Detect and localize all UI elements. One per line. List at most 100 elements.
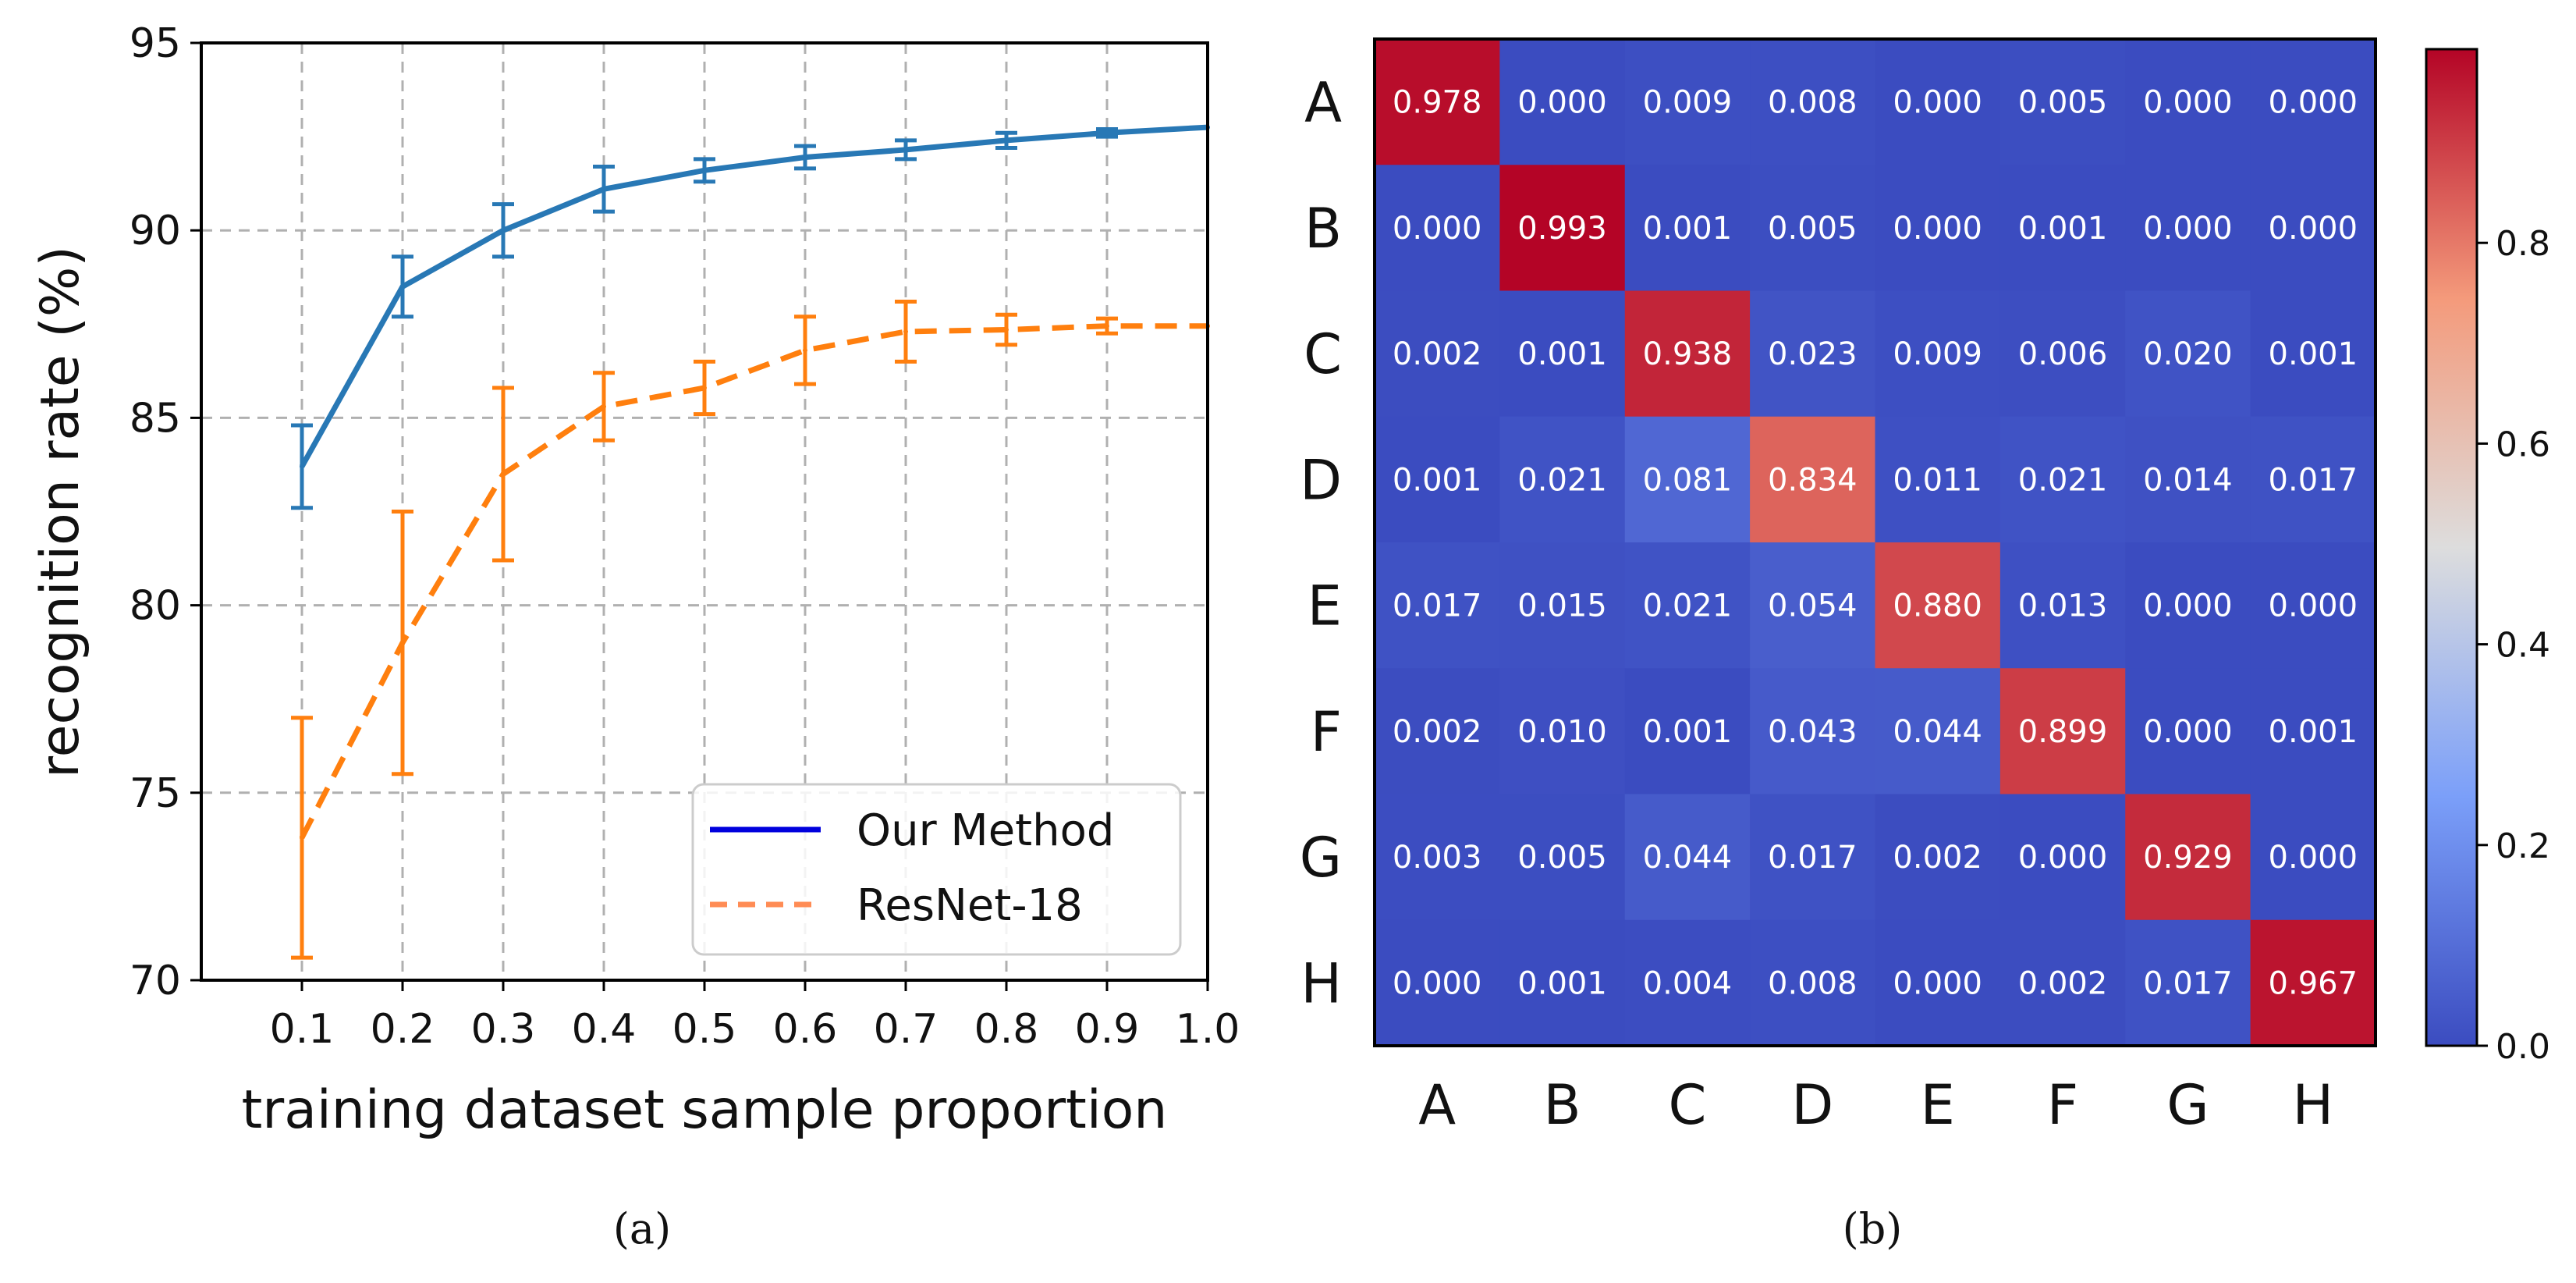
data-point-resnet-18-7 [1004,327,1009,332]
heatmap-col-label-b: B [1544,1073,1581,1137]
legend-label-our-method: Our Method [857,805,1114,856]
y-tick-label-90: 90 [130,208,181,254]
data-point-our-method-6 [903,147,908,152]
heatmap-cell-value-c-c: 0.938 [1643,336,1733,372]
heatmap-cell-a-g [2125,39,2251,165]
line-plot-frame [200,41,1209,982]
data-point-our-method-4 [702,168,707,173]
heatmap-cell-value-f-a: 0.002 [1393,714,1482,750]
heatmap-row-label-a: A [1304,71,1342,135]
legend-label-resnet-18: ResNet-18 [857,880,1083,931]
colorbar-tick-label-1: 0.2 [2496,826,2550,866]
heatmap-cell-f-e [1875,668,2001,795]
heatmap-cell-value-d-g: 0.014 [2143,462,2233,498]
heatmap-cell-c-c [1624,290,1751,418]
heatmap-cell-value-h-c: 0.004 [1643,965,1733,1001]
heatmap-cell-d-e [1875,416,2001,543]
heatmap-cell-a-h [2250,39,2376,165]
series-resnet-18 [291,299,1210,960]
heatmap-cell-value-g-h: 0.000 [2269,840,2358,876]
heatmap-cell-h-f [1999,919,2126,1047]
heatmap-cell-value-g-g: 0.929 [2143,840,2233,876]
colorbar [2425,48,2478,1047]
series-our-method [291,124,1210,510]
heatmap-cells: 0.978 0.000 0.009 0.008 0.000 0.005 0.000 0.000… [1375,39,2376,1047]
line-chart: 0.1 0.2 0.3 0.4 0.5 0.6 0.7 0.8 0.9 1.0 70 75 80 85 90… [30,20,1240,1253]
heatmap-cell-value-g-d: 0.017 [1768,840,1857,876]
heatmap-cell-value-c-b: 0.001 [1517,336,1607,372]
colorbar-tick-label-0: 0.0 [2496,1027,2550,1067]
heatmap-cell-a-d [1750,39,1876,165]
x-tick-label-1-0: 1.0 [1176,1006,1240,1053]
heatmap-cell-a-b [1499,39,1626,165]
heatmap-cell-value-h-e: 0.000 [1893,965,1982,1001]
heatmap-cell-h-g [2125,919,2251,1047]
heatmap-row-label-e: E [1308,574,1342,638]
data-point-our-method-2 [501,228,506,233]
heatmap-cell-value-a-d: 0.008 [1768,85,1857,121]
heatmap-cell-g-g [2125,794,2251,921]
data-point-resnet-18-4 [702,385,707,390]
heatmap-cell-value-a-f: 0.005 [2018,85,2108,121]
heatmap-cell-value-g-f: 0.000 [2018,840,2108,876]
heatmap-cell-a-a [1375,39,1500,165]
heatmap-cell-h-e [1875,919,2001,1047]
heatmap-cell-value-f-d: 0.043 [1768,714,1857,750]
heatmap-cell-b-e [1875,165,2001,292]
heatmap-cell-value-c-g: 0.020 [2143,336,2233,372]
heatmap-col-label-g: G [2166,1073,2209,1137]
heatmap-cell-value-c-a: 0.002 [1393,336,1482,372]
heatmap-cell-d-a [1375,416,1500,543]
colorbar-tick-label-4: 0.8 [2496,224,2550,264]
heatmap-cell-g-d [1750,794,1876,921]
heatmap-cell-value-d-c: 0.081 [1643,462,1733,498]
heatmap-cell-value-f-e: 0.044 [1893,714,1982,750]
heatmap-cell-value-d-b: 0.021 [1517,462,1607,498]
heatmap-cell-c-e [1875,290,2001,418]
heatmap-cell-value-f-g: 0.000 [2143,714,2233,750]
data-point-resnet-18-6 [903,329,908,334]
heatmap-cell-value-b-g: 0.000 [2143,211,2233,247]
heatmap-cell-a-f [1999,39,2126,165]
heatmap-cell-c-f [1999,290,2126,418]
heatmap-cell-f-h [2250,668,2376,795]
heatmap-cell-c-b [1499,290,1626,418]
x-tick-label-0-8: 0.8 [974,1006,1039,1053]
heatmap-row-label-c: C [1304,322,1342,386]
heatmap-cell-c-a [1375,290,1500,418]
heatmap-cell-value-d-e: 0.011 [1893,462,1982,498]
heatmap-cell-g-a [1375,794,1500,921]
heatmap-row-label-h: H [1300,951,1342,1015]
data-point-our-method-5 [803,155,807,160]
heatmap-cell-d-d [1750,416,1876,543]
y-tick-label-70: 70 [130,958,181,1004]
series-line-our-method [299,124,1208,468]
heatmap-cell-a-e [1875,39,2001,165]
heatmap-cell-d-c [1624,416,1751,543]
heatmap-cell-value-g-e: 0.002 [1893,840,1982,876]
heatmap-cell-h-c [1624,919,1751,1047]
heatmap-cell-value-f-f: 0.899 [2018,714,2108,750]
x-tick-label-0-7: 0.7 [874,1006,939,1053]
heatmap-cell-value-e-d: 0.054 [1768,588,1857,624]
data-point-resnet-18-2 [501,471,506,477]
y-tick-label-75: 75 [130,770,181,817]
heatmap-frame [1373,37,2377,1047]
data-point-our-method-3 [601,187,606,192]
heatmap-cell-f-d [1750,668,1876,795]
heatmap-cell-g-f [1999,794,2126,921]
heatmap-cell-value-b-a: 0.000 [1393,211,1482,247]
heatmap-cell-g-b [1499,794,1626,921]
heatmap-cell-e-f [1999,542,2126,669]
heatmap-cell-e-e [1875,542,2001,669]
heatmap-cell-value-g-b: 0.005 [1517,840,1607,876]
heatmap-cell-g-e [1875,794,2001,921]
heatmap-cell-d-h [2250,416,2376,543]
x-tick-label-0-9: 0.9 [1075,1006,1140,1053]
heatmap-col-label-d: D [1791,1073,1833,1137]
line-x-axis-label: training dataset sample proportion [242,1079,1168,1141]
heatmap-cell-value-a-a: 0.978 [1393,85,1482,121]
heatmap-cell-value-b-b: 0.993 [1517,211,1607,247]
